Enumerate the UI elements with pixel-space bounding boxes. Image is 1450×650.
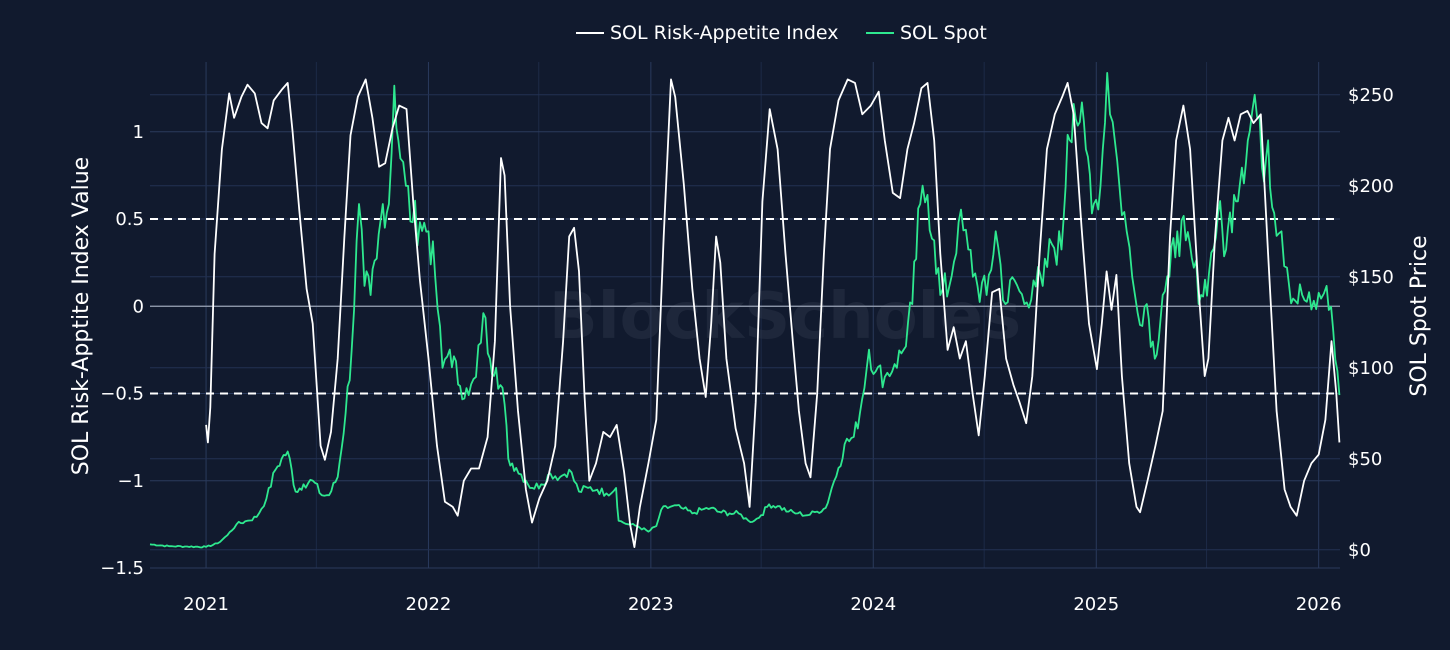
- y-left-tick-label: 0: [133, 296, 144, 317]
- left-axis-title: SOL Risk-Apptite Index Value: [69, 157, 94, 475]
- x-tick-label: 2023: [628, 594, 674, 615]
- y-right-tick-label: $100: [1348, 358, 1394, 379]
- y-left-tick-label: −1.5: [100, 558, 144, 579]
- series-line: [149, 72, 1341, 549]
- series-line: [205, 78, 1341, 548]
- legend[interactable]: SOL Risk-Appetite Index SOL Spot: [576, 22, 987, 44]
- risk-appetite-index-series: [205, 78, 1341, 548]
- y-right-tick-label: $50: [1348, 449, 1382, 470]
- left-axis-ticks: 1 0.5 0 −0.5 −1 −1.5: [100, 122, 144, 579]
- legend-label-spot[interactable]: SOL Spot: [900, 22, 987, 44]
- x-tick-label: 2026: [1296, 594, 1342, 615]
- reference-lines: [150, 218, 1340, 395]
- y-left-tick-label: −0.5: [100, 384, 144, 405]
- y-left-tick-label: −1: [117, 471, 144, 492]
- y-right-tick-label: $150: [1348, 267, 1394, 288]
- legend-label-index[interactable]: SOL Risk-Appetite Index: [610, 22, 838, 44]
- y-right-tick-label: $200: [1348, 176, 1394, 197]
- right-axis-ticks: $250 $200 $150 $100 $50 $0: [1348, 85, 1394, 561]
- y-left-tick-label: 1: [133, 122, 144, 143]
- x-tick-label: 2025: [1073, 594, 1119, 615]
- y-right-tick-label: $0: [1348, 540, 1371, 561]
- y-left-tick-label: 0.5: [115, 209, 144, 230]
- x-tick-label: 2024: [850, 594, 896, 615]
- x-tick-label: 2021: [183, 594, 229, 615]
- x-axis-ticks: 2021 2022 2023 2024 2025 2026: [183, 594, 1341, 615]
- x-tick-label: 2022: [406, 594, 452, 615]
- right-axis-title: SOL Spot Price: [1407, 235, 1432, 396]
- y-right-tick-label: $250: [1348, 85, 1394, 106]
- sol-spot-series: [149, 72, 1341, 549]
